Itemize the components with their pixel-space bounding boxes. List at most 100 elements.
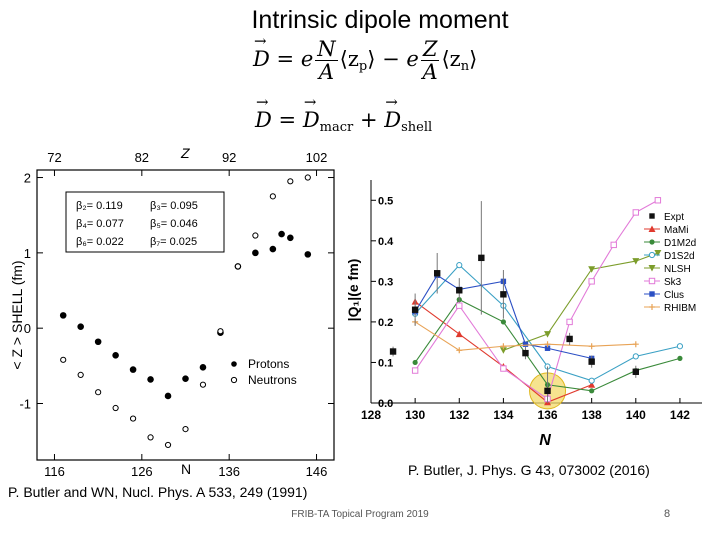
shell-dipole-chart: 116 72 126 82 136 92 146 102 2 1 0 -1 β₂= 0.119 β₃=… bbox=[9, 145, 335, 479]
param-b3: β₃= 0.095 bbox=[150, 200, 198, 212]
series-point-mami bbox=[455, 330, 463, 338]
proton-point bbox=[59, 312, 67, 319]
x-tick-label: 138 bbox=[582, 408, 602, 422]
param-b5: β₅= 0.046 bbox=[150, 218, 198, 230]
series-point-nlsh bbox=[632, 258, 640, 265]
y-tick-label: 0.1 bbox=[378, 357, 393, 369]
series-point-sk3 bbox=[610, 241, 617, 249]
y-tick-label: 0.5 bbox=[378, 195, 393, 207]
proton-point bbox=[94, 338, 102, 346]
legend-marker bbox=[648, 225, 656, 232]
legend-label: Clus bbox=[664, 290, 684, 301]
x-axis-label: N bbox=[181, 461, 191, 477]
series-point-sk3 bbox=[500, 365, 507, 372]
eq-z-n: ⟨z bbox=[441, 47, 461, 72]
x2-tick-label: 82 bbox=[135, 150, 149, 165]
neutron-point bbox=[217, 328, 224, 335]
series-point-sk3 bbox=[456, 302, 463, 309]
y-tick-label: 0.0 bbox=[378, 398, 393, 410]
eq2-sub-macr: macr bbox=[319, 120, 354, 135]
series-point-d1m2d bbox=[677, 355, 683, 361]
series-line-rhibm bbox=[414, 321, 636, 351]
vec-d-macr: D bbox=[303, 93, 320, 132]
neutron-point bbox=[77, 371, 84, 378]
eq2-plus: + bbox=[359, 108, 378, 132]
proton-point bbox=[199, 364, 207, 371]
series-point-sk3 bbox=[588, 278, 595, 285]
series-point-nlsh bbox=[588, 266, 596, 273]
eq-close1: ⟩ bbox=[367, 47, 376, 72]
series-point-sk3 bbox=[632, 209, 640, 216]
series-point-sk3 bbox=[654, 197, 662, 204]
x-axis-label: N bbox=[539, 432, 551, 449]
eq2-sub-shell: shell bbox=[401, 120, 433, 135]
proton-point bbox=[278, 230, 285, 238]
q1-moment-chart: 128 130 132 134 136 138 140 142 0.0 0.1 0.2 0.3 0.4 0… bbox=[345, 180, 702, 449]
series-point-nlsh bbox=[654, 249, 662, 257]
eq-sub-n: n bbox=[460, 59, 470, 75]
series-point-d1s2d bbox=[456, 262, 463, 269]
expt-point bbox=[500, 291, 507, 298]
eq-e2: e bbox=[406, 47, 419, 72]
legend-marker bbox=[649, 291, 655, 297]
proton-point bbox=[164, 392, 172, 400]
param-b7: β₇= 0.025 bbox=[150, 236, 197, 248]
x-tick-label: 142 bbox=[670, 408, 690, 422]
series-point-clus bbox=[522, 341, 529, 347]
expt-point bbox=[456, 287, 463, 294]
expt-point bbox=[411, 306, 419, 313]
series-point-d1m2d bbox=[500, 319, 506, 325]
y-tick-label: 0 bbox=[24, 321, 31, 336]
series-point-sk3 bbox=[411, 367, 419, 374]
legend-label: MaMi bbox=[664, 225, 688, 236]
eq-sub-p: p bbox=[358, 59, 368, 75]
series-point-rhibm bbox=[632, 341, 639, 348]
legend-marker bbox=[648, 277, 656, 285]
series-point-mami bbox=[588, 381, 596, 388]
neutron-point bbox=[147, 434, 154, 441]
plot-frame bbox=[36, 169, 335, 461]
eq2-equals: = bbox=[278, 108, 297, 132]
x2-axis-label: Z bbox=[180, 145, 190, 161]
neutron-point bbox=[60, 356, 67, 363]
vec-d-total: D bbox=[255, 93, 272, 132]
y-tick-label: 1 bbox=[24, 246, 31, 261]
y-tick-label: 0.4 bbox=[378, 236, 394, 248]
legend-marker bbox=[648, 265, 656, 272]
series-point-clus bbox=[544, 345, 551, 351]
expt-point bbox=[434, 270, 441, 277]
neutron-point bbox=[95, 389, 102, 396]
vec-d-shell: D bbox=[384, 93, 401, 132]
legend-marker bbox=[649, 213, 655, 219]
legend-label: RHIBM bbox=[664, 303, 696, 314]
equation-dipole: D = eNA⟨zp⟩ − eZA⟨zn⟩ bbox=[253, 32, 477, 85]
neutron-point bbox=[129, 415, 137, 422]
neutron-point bbox=[112, 404, 119, 412]
series-point-d1m2d bbox=[589, 388, 595, 394]
series-point-rhibm bbox=[588, 343, 595, 350]
x-tick-label: 116 bbox=[44, 464, 65, 479]
expt-point bbox=[389, 348, 397, 355]
legend-label: D1S2d bbox=[664, 251, 695, 262]
x-tick-label: 136 bbox=[538, 408, 558, 422]
x2-tick-label: 102 bbox=[306, 150, 328, 165]
citation-butler-1991: P. Butler and WN, Nucl. Phys. A 533, 249… bbox=[8, 484, 308, 500]
proton-point bbox=[287, 234, 294, 242]
proton-point bbox=[304, 251, 312, 258]
expt-point bbox=[566, 335, 573, 343]
neutron-point bbox=[164, 441, 172, 449]
neutron-point bbox=[269, 193, 276, 200]
x2-tick-label: 92 bbox=[222, 150, 236, 165]
x-tick-label: 140 bbox=[626, 408, 646, 422]
series-point-d1s2d bbox=[676, 343, 684, 350]
neutron-point bbox=[252, 232, 259, 239]
proton-point bbox=[147, 376, 154, 383]
x-tick-label: 146 bbox=[306, 464, 328, 479]
series-point-rhibm bbox=[456, 347, 463, 354]
series-point-rhibm bbox=[544, 341, 551, 348]
series-point-nlsh bbox=[544, 331, 552, 338]
eq-z-p: ⟨z bbox=[339, 47, 359, 72]
series-point-d1m2d bbox=[412, 359, 418, 366]
param-b2: β₂= 0.119 bbox=[76, 200, 123, 212]
